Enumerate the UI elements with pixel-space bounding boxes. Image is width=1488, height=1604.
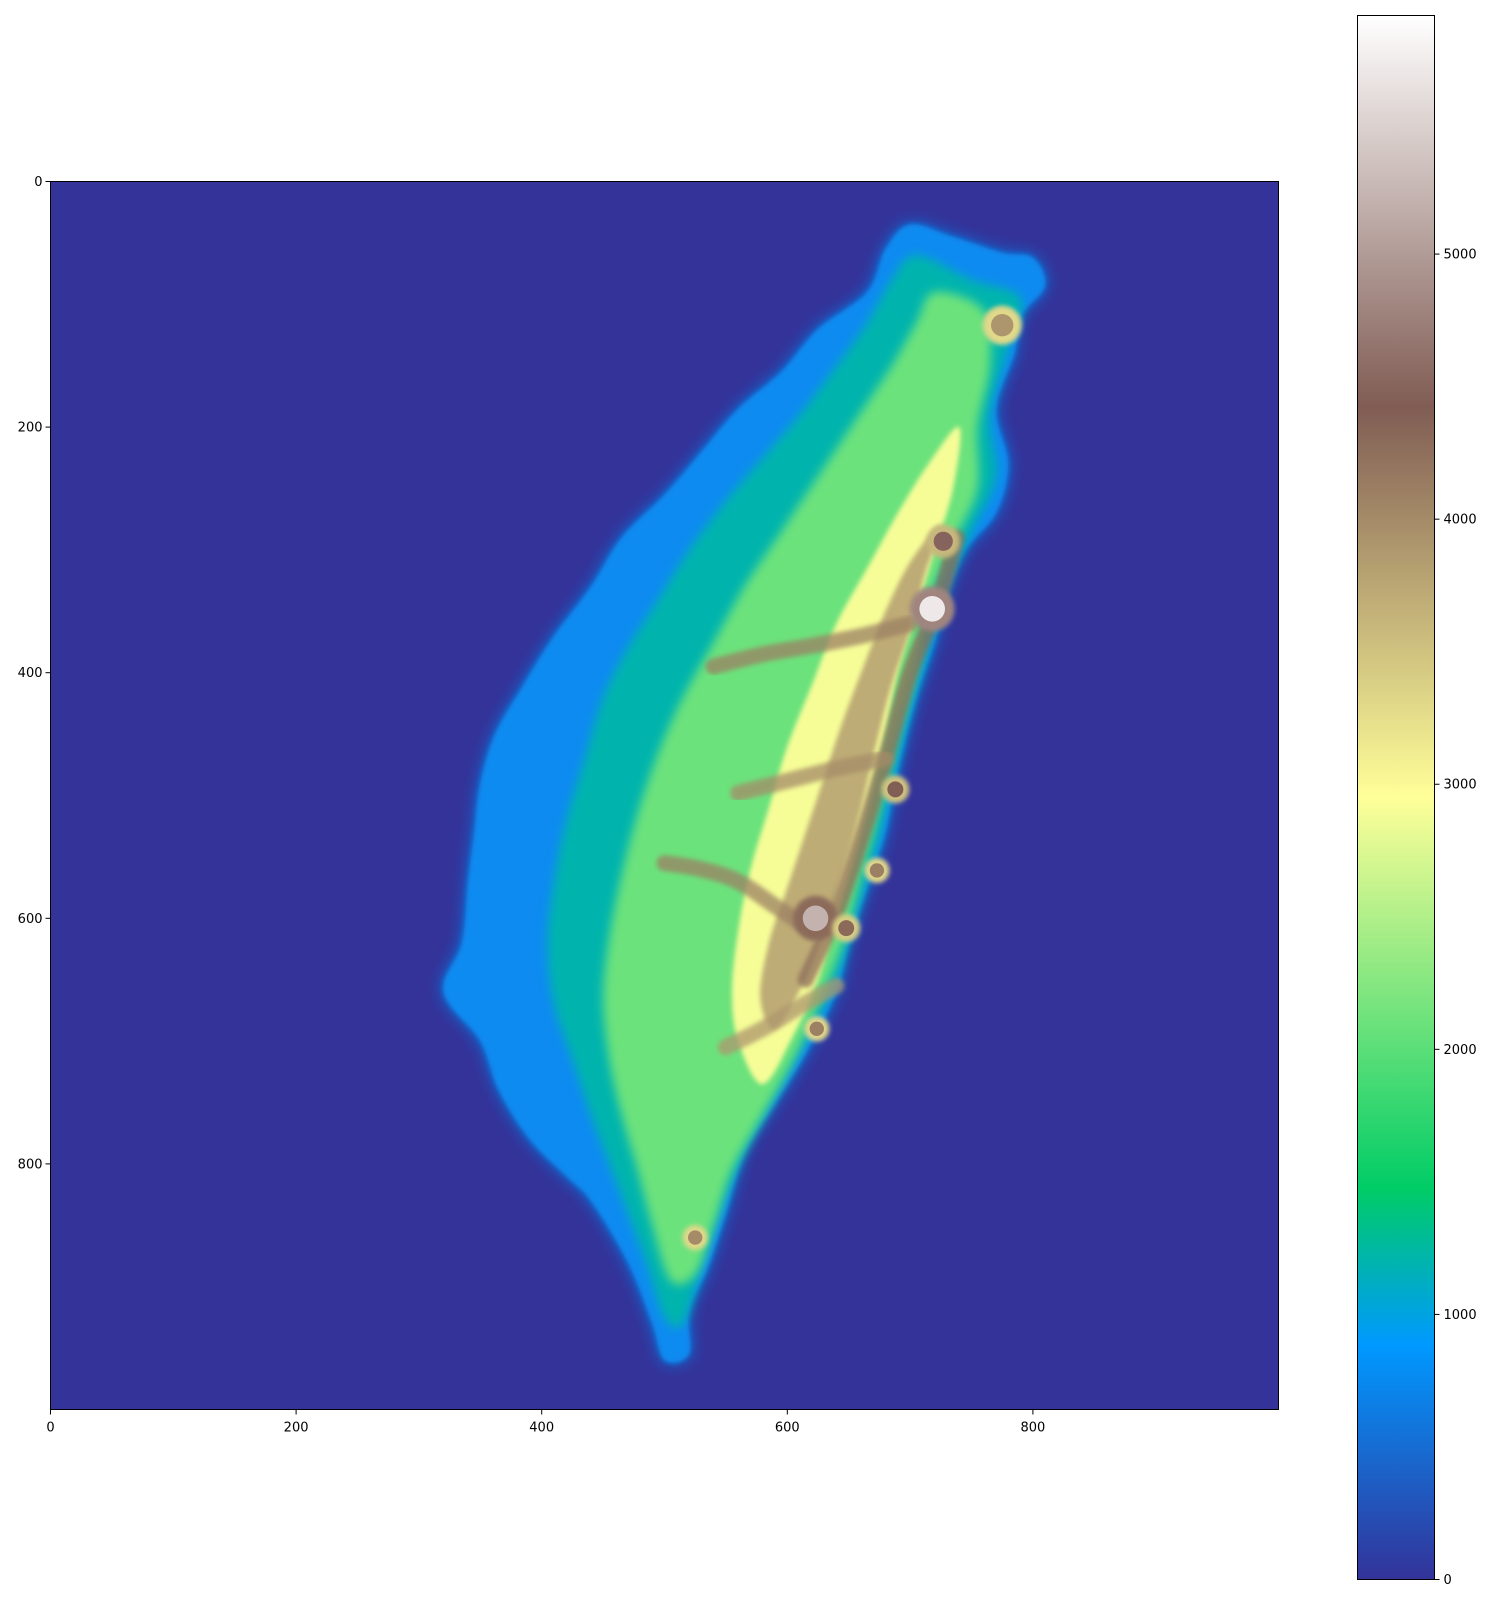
y-tick-label: 400 xyxy=(18,666,43,681)
peak-4 xyxy=(881,775,910,804)
peak-5 xyxy=(864,857,890,884)
x-tick-label: 800 xyxy=(1020,1421,1045,1436)
x-tick-label: 600 xyxy=(775,1421,800,1436)
peak-9 xyxy=(682,1224,708,1251)
y-tick-label: 600 xyxy=(18,912,43,927)
colorbar-frame xyxy=(1357,15,1435,1580)
peak-core xyxy=(838,920,855,937)
peak-core xyxy=(869,863,885,878)
colorbar-tick-label: 4000 xyxy=(1444,513,1477,528)
colorbar-tick-label: 0 xyxy=(1444,1573,1452,1588)
colorbar-tick-label: 1000 xyxy=(1444,1308,1477,1323)
ridge-3 xyxy=(705,615,919,675)
peak-core xyxy=(919,596,946,622)
peak-core xyxy=(809,1021,824,1037)
x-axis: 0 200 400 600 800 xyxy=(46,1409,1045,1436)
x-tick-label: 400 xyxy=(529,1421,554,1436)
peak-core xyxy=(991,313,1014,337)
peak-core xyxy=(802,905,829,932)
peak-1 xyxy=(909,586,955,632)
y-tick-label: 800 xyxy=(18,1157,43,1172)
peak-3 xyxy=(982,305,1022,345)
y-tick-label: 200 xyxy=(18,421,43,436)
peak-6 xyxy=(793,895,838,941)
colorbar-tick-label: 5000 xyxy=(1444,248,1477,263)
colorbar-tick-label: 2000 xyxy=(1444,1043,1477,1058)
peak-7 xyxy=(832,914,861,943)
plot-area xyxy=(50,181,1279,1410)
y-tick-label: 0 xyxy=(34,175,42,190)
ridge-5 xyxy=(717,977,845,1056)
peak-core xyxy=(887,781,904,798)
ridge-2 xyxy=(656,855,820,939)
colorbar: 0 1000 2000 3000 4000 5000 xyxy=(1357,15,1477,1588)
peak-core xyxy=(688,1230,703,1245)
plot-frame xyxy=(50,181,1279,1410)
peak-core xyxy=(933,531,953,551)
x-tick-label: 200 xyxy=(284,1421,309,1436)
ridge-4 xyxy=(730,750,894,801)
peak-8 xyxy=(804,1016,830,1042)
colorbar-ticks: 0 1000 2000 3000 4000 5000 xyxy=(1434,248,1477,1588)
x-tick-label: 0 xyxy=(46,1421,54,1436)
y-axis: 0 200 400 600 800 xyxy=(18,175,51,1172)
colorbar-gradient xyxy=(1357,15,1435,1580)
peak-2 xyxy=(926,524,961,559)
colorbar-tick-label: 3000 xyxy=(1444,778,1477,793)
heatmap-layers xyxy=(443,224,1046,1363)
